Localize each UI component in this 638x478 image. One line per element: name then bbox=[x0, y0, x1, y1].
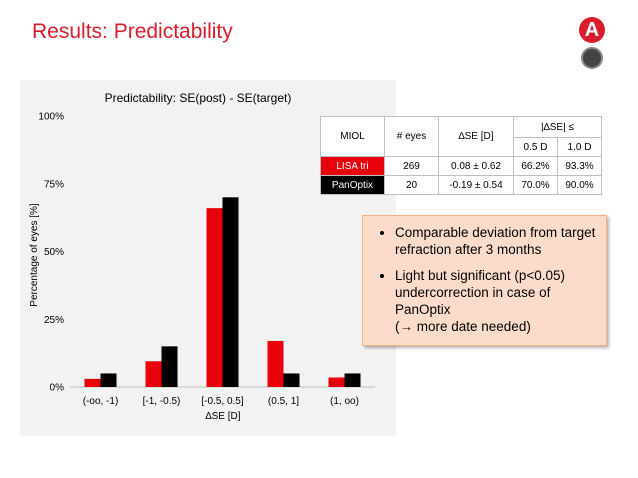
y-axis-label: Percentage of eyes [%] bbox=[29, 203, 40, 307]
header-miol: MIOL bbox=[320, 116, 385, 157]
x-tick-label: (0.5, 1] bbox=[268, 396, 299, 407]
results-table: MIOL # eyes ∆SE [D] |∆SE| ≤ 0.5 D 1.0 D … bbox=[320, 116, 602, 195]
bar-chart: Predictability: SE(post) - SE(target) Pe… bbox=[29, 91, 375, 422]
y-tick-label: 100% bbox=[38, 112, 64, 123]
y-tick-label: 0% bbox=[50, 383, 65, 394]
cell-miol: PanOptix bbox=[320, 175, 385, 195]
bar-lisa-tri bbox=[206, 208, 223, 387]
bar-panoptix bbox=[222, 197, 239, 387]
bar-panoptix bbox=[161, 346, 178, 387]
header-dse: ∆SE [D] bbox=[438, 116, 514, 157]
summary-bullets: Comparable deviation from target refract… bbox=[363, 224, 606, 335]
y-tick-label: 75% bbox=[44, 179, 64, 190]
bar-panoptix bbox=[344, 373, 361, 387]
cell-p10: 93.3% bbox=[557, 156, 602, 176]
table-row: PanOptix 20 -0.19 ± 0.54 70.0% 90.0% bbox=[320, 175, 602, 195]
bar-lisa-tri bbox=[84, 378, 101, 387]
header-eyes: # eyes bbox=[384, 116, 439, 157]
cell-eyes: 20 bbox=[384, 175, 439, 195]
y-tick-label: 25% bbox=[44, 315, 64, 326]
secondary-logo-icon bbox=[581, 47, 603, 69]
table-header-row: MIOL # eyes ∆SE [D] |∆SE| ≤ bbox=[320, 116, 602, 157]
x-tick-label: [-1, -0.5) bbox=[143, 396, 181, 407]
bar-lisa-tri bbox=[267, 340, 284, 387]
y-tick-label: 50% bbox=[44, 247, 64, 258]
chart-title: Predictability: SE(post) - SE(target) bbox=[105, 91, 292, 105]
bar-lisa-tri bbox=[145, 361, 162, 387]
header-0-5d: 0.5 D bbox=[513, 137, 558, 157]
header-abs-dse: |∆SE| ≤ bbox=[513, 116, 602, 138]
x-axis-label: ∆SE [D] bbox=[205, 411, 240, 422]
bullet-item: Light but significant (p<0.05) undercorr… bbox=[395, 267, 606, 335]
bullet-text: Light but significant (p<0.05) undercorr… bbox=[395, 268, 565, 317]
cell-p05: 66.2% bbox=[513, 156, 558, 176]
bullet-item: Comparable deviation from target refract… bbox=[395, 224, 606, 258]
x-tick-label: (1, oo) bbox=[330, 396, 359, 407]
company-logo-icon: A bbox=[579, 17, 605, 43]
x-tick-labels: (-oo, -1) [-1, -0.5) [-0.5, 0.5] (0.5, 1] (1… bbox=[83, 396, 359, 407]
bar-panoptix bbox=[283, 373, 300, 387]
x-tick-label: (-oo, -1) bbox=[83, 396, 119, 407]
summary-callout: Comparable deviation from target refract… bbox=[362, 215, 607, 346]
cell-eyes: 269 bbox=[384, 156, 439, 176]
cell-miol: LISA tri bbox=[320, 156, 385, 176]
bar-lisa-tri bbox=[328, 377, 345, 387]
header-1-0d: 1.0 D bbox=[557, 137, 602, 157]
cell-dse: 0.08 ± 0.62 bbox=[438, 156, 514, 176]
x-tick-label: [-0.5, 0.5] bbox=[201, 396, 243, 407]
bars bbox=[84, 197, 361, 387]
y-tick-labels: 0% 25% 50% 75% 100% bbox=[38, 112, 64, 394]
slide-title: Results: Predictability bbox=[32, 20, 233, 43]
cell-p05: 70.0% bbox=[513, 175, 558, 195]
table-row: LISA tri 269 0.08 ± 0.62 66.2% 93.3% bbox=[320, 156, 602, 176]
cell-dse: -0.19 ± 0.54 bbox=[438, 175, 514, 195]
bar-panoptix bbox=[100, 373, 117, 387]
bullet-note: (→ more date needed) bbox=[395, 319, 531, 334]
cell-p10: 90.0% bbox=[557, 175, 602, 195]
